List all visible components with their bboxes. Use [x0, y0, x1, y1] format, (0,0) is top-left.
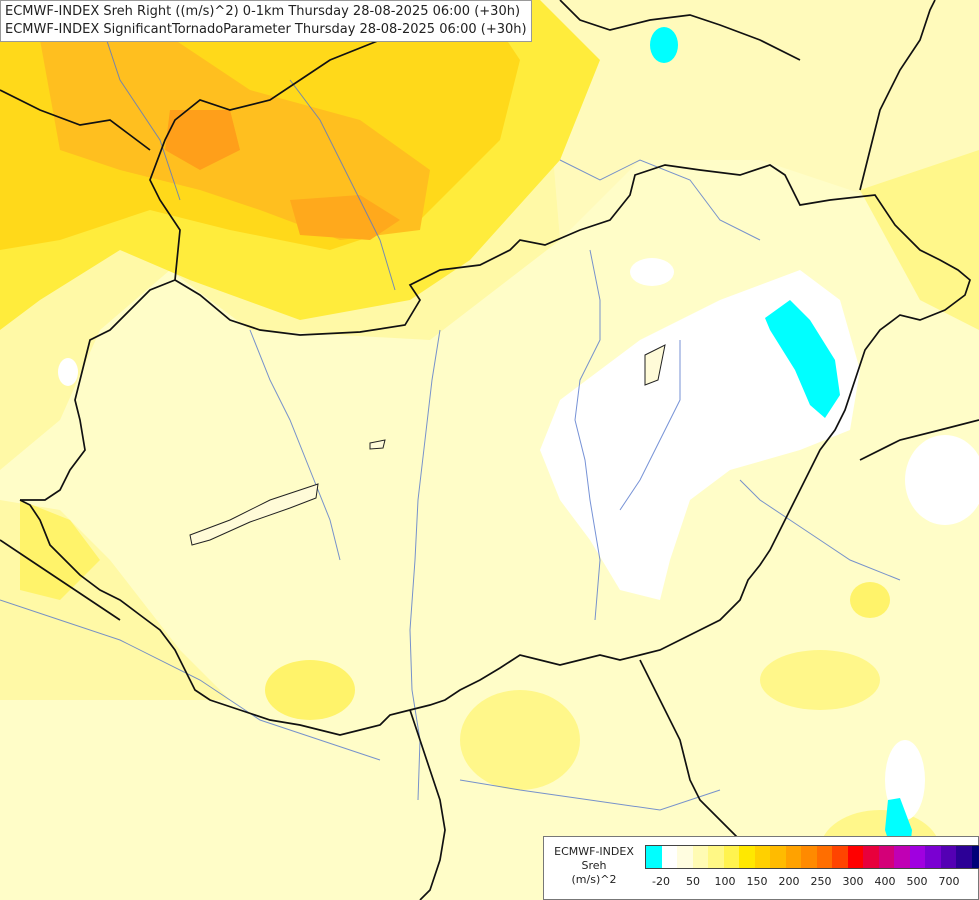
legend-swatch: [646, 846, 662, 868]
legend-swatch: [661, 846, 677, 868]
legend-swatch: [692, 846, 708, 868]
legend-swatch: [739, 846, 755, 868]
legend-swatch: [770, 846, 786, 868]
legend-swatch: [940, 846, 956, 868]
legend-tick-label: 250: [810, 875, 832, 888]
legend-unit: (m/s)^2: [571, 873, 617, 886]
legend-swatch: [754, 846, 770, 868]
color-legend: ECMWF-INDEX Sreh (m/s)^2 -20 50 100 150 200 2…: [543, 836, 979, 900]
legend-tick-label: 150: [746, 875, 768, 888]
legend-tick-labels: -20 50 100 150 200 250 300 400 500 700: [644, 875, 974, 891]
legend-swatch: [956, 846, 972, 868]
legend-tick-label: 700: [938, 875, 960, 888]
legend-tick-label: 300: [842, 875, 864, 888]
legend-swatch: [816, 846, 832, 868]
legend-tick-label: 400: [874, 875, 896, 888]
legend-swatch: [677, 846, 693, 868]
map-title-box: ECMWF-INDEX Sreh Right ((m/s)^2) 0-1km T…: [0, 0, 532, 42]
legend-source: ECMWF-INDEX: [554, 845, 634, 858]
legend-swatch: [925, 846, 941, 868]
legend-tick-label: 100: [714, 875, 736, 888]
legend-tick-label: 50: [686, 875, 700, 888]
legend-swatch: [801, 846, 817, 868]
legend-swatch: [847, 846, 863, 868]
legend-swatch: [894, 846, 910, 868]
map-title-line2: ECMWF-INDEX SignificantTornadoParameter …: [5, 22, 527, 37]
legend-swatch: [723, 846, 739, 868]
legend-parameter: Sreh: [581, 859, 607, 872]
map-title-line1: ECMWF-INDEX Sreh Right ((m/s)^2) 0-1km T…: [5, 4, 521, 19]
legend-swatch: [708, 846, 724, 868]
legend-tick-label: -20: [652, 875, 670, 888]
legend-swatch: [878, 846, 894, 868]
legend-swatch: [863, 846, 879, 868]
legend-title: ECMWF-INDEX Sreh (m/s)^2: [546, 845, 642, 887]
legend-swatch: [909, 846, 925, 868]
legend-swatch: [832, 846, 848, 868]
legend-tick-label: 200: [778, 875, 800, 888]
legend-color-scale: [645, 845, 979, 869]
legend-swatch: [785, 846, 801, 868]
legend-tick-label: 500: [906, 875, 928, 888]
legend-swatch: [971, 846, 979, 868]
